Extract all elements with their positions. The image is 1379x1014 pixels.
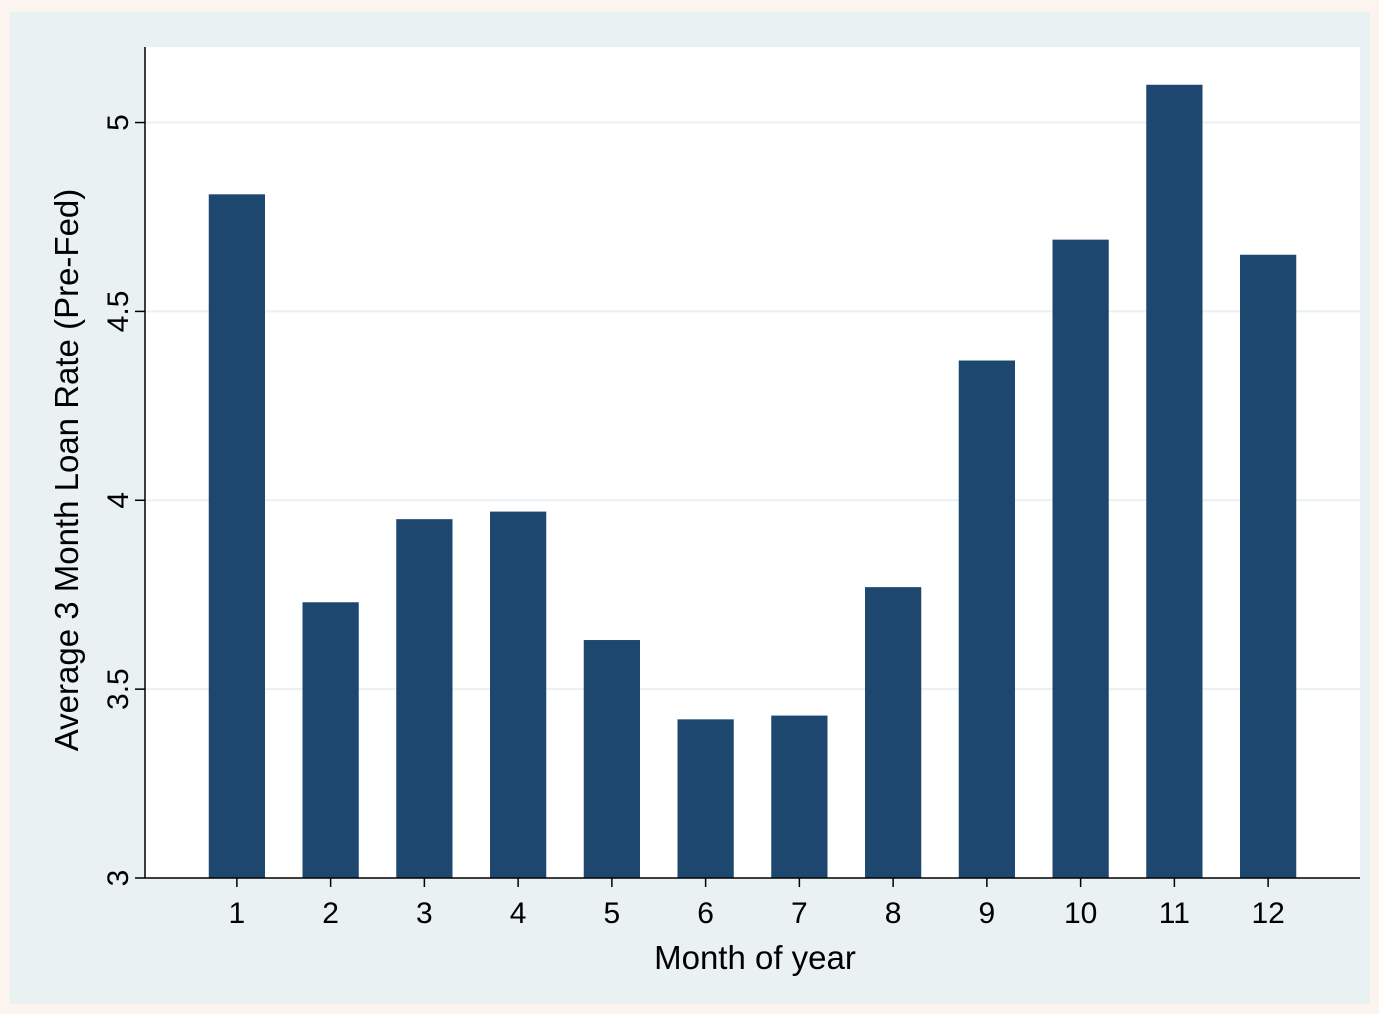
- x-tick-label: 4: [510, 897, 527, 930]
- x-tick-label: 3: [416, 897, 433, 930]
- bar-month-10: [1052, 239, 1109, 878]
- bar-month-11: [1146, 84, 1203, 879]
- bar-month-6: [677, 719, 734, 878]
- x-tick-label: 12: [1251, 897, 1284, 930]
- chart-frame: 3 3.5 4 4.5 5 1 2 3 4 5 6 7 8 9 10 11 12 Month of year …: [10, 12, 1370, 1004]
- x-tick-label: 10: [1064, 897, 1097, 930]
- y-axis-title: Average 3 Month Loan Rate (Pre-Fed): [48, 189, 85, 752]
- x-axis-title: Month of year: [654, 939, 856, 976]
- y-tick-label: 4.5: [102, 291, 135, 333]
- bar-month-3: [396, 519, 453, 878]
- x-tick-label: 5: [604, 897, 621, 930]
- bars: [208, 84, 1297, 879]
- bar-month-1: [208, 194, 265, 879]
- y-tick-label: 4: [102, 492, 135, 509]
- y-tick-label: 5: [102, 114, 135, 131]
- x-tick-label: 1: [229, 897, 246, 930]
- bar-month-5: [583, 640, 640, 878]
- y-axis-ticks: 3 3.5 4 4.5 5: [102, 114, 145, 886]
- y-tick-label: 3.5: [102, 668, 135, 710]
- x-tick-label: 8: [885, 897, 902, 930]
- x-tick-label: 11: [1159, 897, 1190, 930]
- bar-month-2: [302, 602, 359, 878]
- x-tick-label: 6: [697, 897, 714, 930]
- bar-month-4: [490, 511, 547, 878]
- bar-month-9: [958, 360, 1015, 878]
- x-axis-ticks: 1 2 3 4 5 6 7 8 9 10 11 12: [229, 878, 1285, 930]
- bar-chart: 33.544.55 1 2 3 4 5 6 7 8 9 10 11 12 Month of year …: [48, 47, 1360, 976]
- bar-month-12: [1240, 254, 1297, 878]
- bar-month-8: [865, 587, 922, 878]
- y-tick-label: 3: [102, 870, 135, 887]
- x-tick-label: 2: [322, 897, 339, 930]
- x-tick-label: 7: [791, 897, 808, 930]
- bar-month-7: [771, 715, 828, 878]
- x-tick-label: 9: [979, 897, 996, 930]
